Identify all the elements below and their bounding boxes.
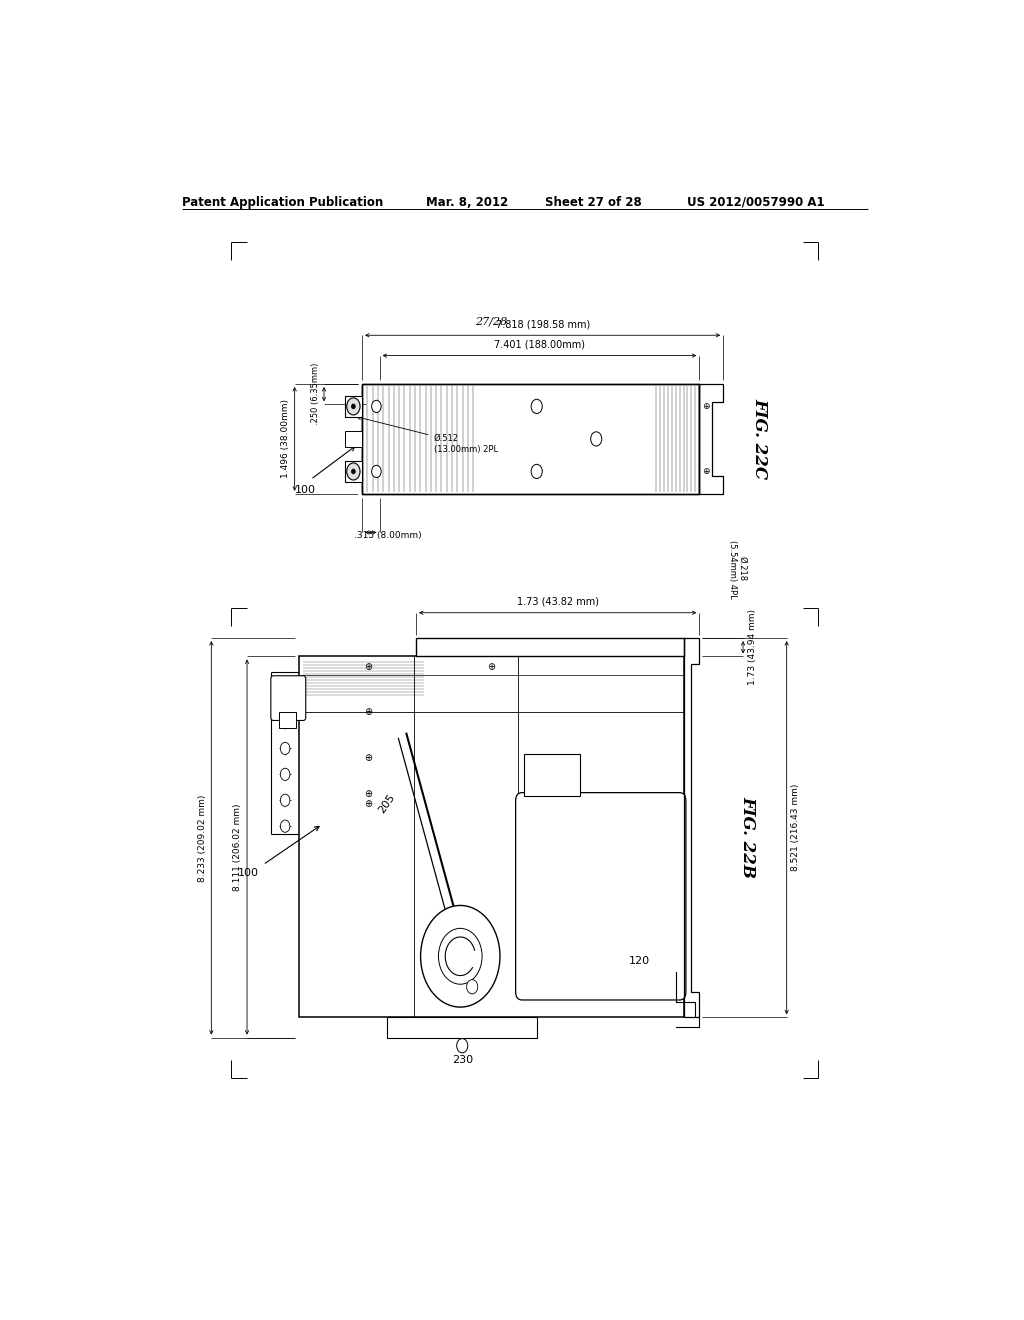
Text: Ø.218
(5.54mm) 4PL: Ø.218 (5.54mm) 4PL (728, 540, 748, 598)
Text: US 2012/0057990 A1: US 2012/0057990 A1 (687, 195, 825, 209)
Circle shape (281, 768, 290, 780)
Text: Mar. 8, 2012: Mar. 8, 2012 (426, 195, 508, 209)
Text: 205: 205 (377, 792, 397, 816)
Text: 1.73 (43.94 mm): 1.73 (43.94 mm) (748, 610, 757, 685)
Bar (362, 384, 699, 494)
Text: 1.496 (38.00mm): 1.496 (38.00mm) (281, 400, 290, 478)
Circle shape (438, 928, 482, 985)
FancyBboxPatch shape (516, 792, 686, 1001)
Circle shape (467, 979, 478, 994)
Text: ⊕: ⊕ (364, 754, 372, 763)
Text: 100: 100 (238, 867, 259, 878)
Text: ⊕: ⊕ (364, 661, 372, 672)
Circle shape (347, 397, 360, 414)
Text: Patent Application Publication: Patent Application Publication (182, 195, 383, 209)
Circle shape (281, 820, 290, 833)
Text: Ø.512
(13.00mm) 2PL: Ø.512 (13.00mm) 2PL (357, 416, 498, 454)
FancyBboxPatch shape (345, 396, 362, 417)
Text: ⊕: ⊕ (364, 799, 372, 809)
Text: .315 (8.00mm): .315 (8.00mm) (354, 531, 422, 540)
Text: FIG. 22B: FIG. 22B (739, 796, 756, 878)
Text: .250 (6.35mm): .250 (6.35mm) (311, 363, 321, 425)
Bar (299, 656, 684, 1018)
Text: 8.111 (206.02 mm): 8.111 (206.02 mm) (233, 804, 243, 891)
Bar (387, 1018, 538, 1038)
Circle shape (531, 465, 543, 479)
Text: 8.233 (209.02 mm): 8.233 (209.02 mm) (198, 795, 207, 882)
Circle shape (347, 463, 360, 480)
Circle shape (281, 717, 290, 729)
Circle shape (351, 469, 355, 474)
Text: 1.73 (43.82 mm): 1.73 (43.82 mm) (517, 597, 599, 607)
Text: Sheet 27 of 28: Sheet 27 of 28 (545, 195, 641, 209)
Text: FIG. 22C: FIG. 22C (751, 399, 768, 479)
Circle shape (372, 466, 381, 478)
Bar (524, 754, 580, 796)
Circle shape (457, 1039, 468, 1053)
Bar (279, 713, 296, 727)
Circle shape (591, 432, 602, 446)
Bar (345, 430, 362, 447)
Circle shape (421, 906, 500, 1007)
Text: ⊕: ⊕ (364, 708, 372, 717)
Bar (362, 384, 699, 494)
Text: 7.401 (188.00mm): 7.401 (188.00mm) (494, 339, 585, 350)
FancyBboxPatch shape (345, 461, 362, 482)
Circle shape (281, 795, 290, 807)
Circle shape (372, 400, 381, 413)
Text: ⊕: ⊕ (702, 401, 710, 411)
Text: ⊕: ⊕ (487, 661, 496, 672)
Text: 8.521 (216.43 mm): 8.521 (216.43 mm) (792, 784, 801, 871)
Text: ⊕: ⊕ (364, 788, 372, 799)
Bar (416, 638, 684, 656)
Text: ⊕: ⊕ (702, 467, 710, 477)
Circle shape (351, 404, 355, 409)
FancyBboxPatch shape (270, 676, 306, 721)
Text: 27/28: 27/28 (475, 315, 508, 326)
Circle shape (531, 399, 543, 413)
Text: 100: 100 (295, 484, 315, 495)
Text: 120: 120 (630, 957, 650, 966)
Text: 230: 230 (452, 1055, 473, 1065)
Circle shape (281, 742, 290, 755)
Text: 7.818 (198.58 mm): 7.818 (198.58 mm) (496, 319, 590, 329)
